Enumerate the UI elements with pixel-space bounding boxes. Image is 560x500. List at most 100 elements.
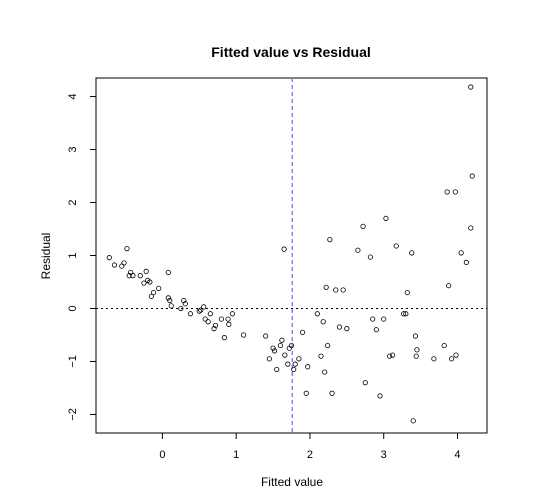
data-point	[414, 347, 420, 353]
data-point	[320, 319, 326, 325]
data-point	[106, 255, 112, 261]
data-point	[329, 390, 335, 396]
data-point	[393, 243, 399, 249]
data-point	[323, 284, 329, 290]
y-tick-label: 4	[67, 93, 79, 99]
data-point	[403, 311, 409, 317]
data-point	[226, 321, 232, 327]
data-point	[468, 84, 474, 90]
data-point	[355, 247, 361, 253]
y-tick-label: 1	[67, 252, 79, 258]
data-point	[292, 361, 298, 367]
data-point	[124, 246, 130, 252]
x-axis: 0 1 2 3 4	[159, 433, 461, 461]
data-point	[404, 289, 410, 296]
data-point	[279, 337, 285, 343]
data-point	[201, 304, 207, 310]
x-tick-label: 3	[381, 449, 387, 461]
data-point	[412, 333, 419, 339]
data-point	[240, 332, 247, 338]
data-point	[281, 246, 287, 252]
data-point	[381, 316, 387, 322]
data-point	[373, 327, 379, 333]
data-point	[196, 308, 202, 314]
data-point	[413, 353, 419, 359]
data-point	[389, 352, 396, 358]
data-point	[148, 293, 154, 299]
data-point	[314, 311, 320, 317]
plot-frame	[95, 77, 488, 434]
y-tick-label: 2	[67, 199, 79, 205]
data-point	[325, 342, 331, 349]
data-point	[263, 333, 269, 339]
y-tick-label: −1	[67, 355, 79, 368]
data-point	[362, 380, 368, 386]
data-point	[150, 289, 157, 296]
chart-title: Fitted value vs Residual	[211, 44, 371, 60]
x-tick-label: 0	[159, 449, 165, 461]
data-point	[452, 189, 458, 195]
data-point	[143, 268, 149, 274]
data-point	[165, 295, 171, 301]
y-tick-label: 0	[67, 305, 79, 311]
data-point	[277, 342, 284, 349]
data-point	[271, 348, 278, 354]
data-point	[299, 329, 306, 335]
data-point	[156, 285, 162, 291]
data-point	[291, 366, 297, 373]
data-point	[383, 215, 389, 222]
data-point	[444, 189, 450, 195]
data-point	[344, 326, 350, 332]
data-point	[119, 263, 125, 269]
data-point	[296, 356, 302, 362]
data-point	[446, 283, 452, 289]
data-point	[207, 311, 213, 317]
data-point	[441, 342, 447, 349]
data-point	[288, 342, 295, 349]
data-point	[431, 356, 437, 362]
data-point	[448, 356, 455, 362]
x-tick-label: 1	[233, 449, 239, 461]
data-point	[202, 316, 208, 322]
data-point	[469, 173, 475, 179]
y-tick-label: −2	[67, 408, 79, 421]
data-point	[218, 316, 225, 322]
data-point	[274, 366, 280, 373]
data-point	[178, 305, 184, 312]
data-point	[370, 316, 376, 322]
data-point	[205, 319, 211, 325]
data-point	[282, 352, 288, 358]
data-point	[211, 326, 217, 332]
data-point	[187, 311, 194, 317]
data-point	[468, 225, 474, 231]
data-point	[121, 260, 127, 266]
data-point	[327, 237, 333, 243]
data-points	[106, 84, 475, 424]
data-point	[137, 273, 143, 279]
data-point	[181, 297, 187, 304]
y-tick-label: 3	[67, 146, 79, 152]
data-point	[111, 262, 118, 268]
y-axis: −2 −1 0 1 2 3 4	[67, 93, 96, 421]
data-point	[409, 250, 415, 256]
data-point	[198, 307, 204, 313]
data-point	[463, 259, 469, 265]
data-point	[360, 223, 366, 229]
data-point	[410, 418, 416, 424]
data-point	[305, 364, 311, 370]
x-axis-label: Fitted value	[261, 475, 323, 489]
data-point	[453, 352, 459, 358]
data-point	[229, 311, 236, 317]
data-point	[401, 311, 407, 317]
data-point	[336, 324, 343, 330]
y-axis-label: Residual	[39, 233, 53, 280]
data-point	[141, 280, 147, 286]
data-point	[340, 287, 346, 293]
data-point	[458, 250, 464, 256]
data-point	[387, 353, 393, 359]
data-point	[285, 361, 291, 367]
data-point	[322, 369, 328, 375]
data-point	[266, 356, 272, 362]
x-tick-label: 2	[307, 449, 313, 461]
data-point	[182, 301, 188, 307]
